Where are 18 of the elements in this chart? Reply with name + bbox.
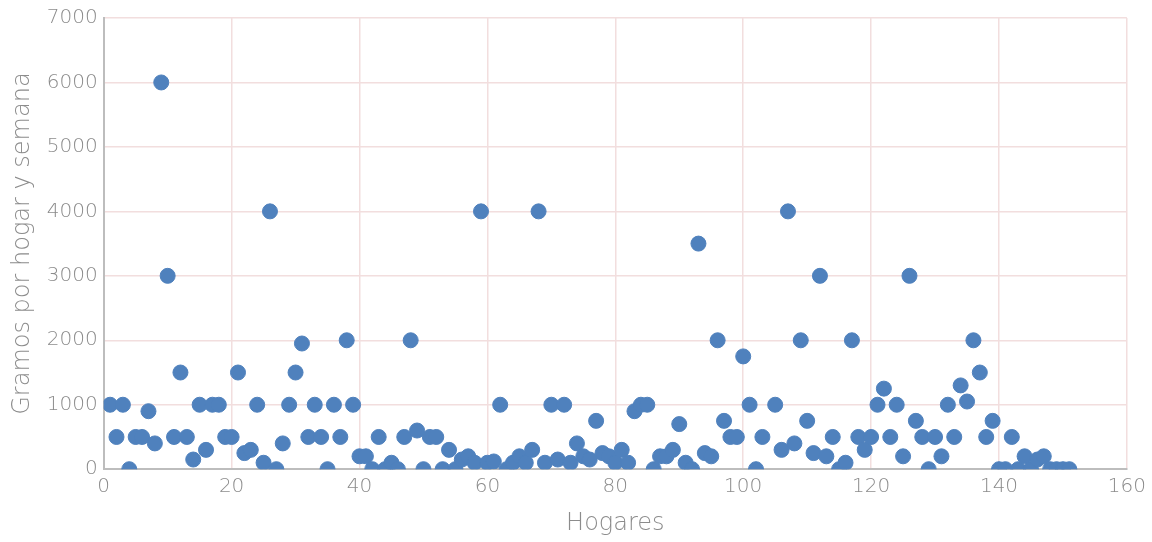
x-tick-label: 80 xyxy=(602,473,629,498)
y-tick-label: 2000 xyxy=(46,326,98,351)
x-axis-title: Hogares xyxy=(566,507,665,536)
y-tick-label: 4000 xyxy=(46,197,98,222)
x-tick-label: 20 xyxy=(218,473,245,498)
x-tick-label: 160 xyxy=(1107,473,1147,498)
x-tick-label: 100 xyxy=(724,473,763,498)
y-tick-label: 5000 xyxy=(46,133,98,158)
x-tick-label: 40 xyxy=(346,473,373,498)
y-tick-label: 1000 xyxy=(46,390,98,415)
y-tick-label: 6000 xyxy=(46,68,98,93)
x-tick-label: 120 xyxy=(852,473,891,498)
x-tick-label: 60 xyxy=(474,473,501,498)
y-tick-label: 7000 xyxy=(46,4,98,29)
y-tick-label: 3000 xyxy=(46,262,98,287)
y-tick-label: 0 xyxy=(84,455,98,480)
y-axis-title: Gramos por hogar y semana xyxy=(6,72,35,415)
x-tick-label: 140 xyxy=(979,473,1019,498)
